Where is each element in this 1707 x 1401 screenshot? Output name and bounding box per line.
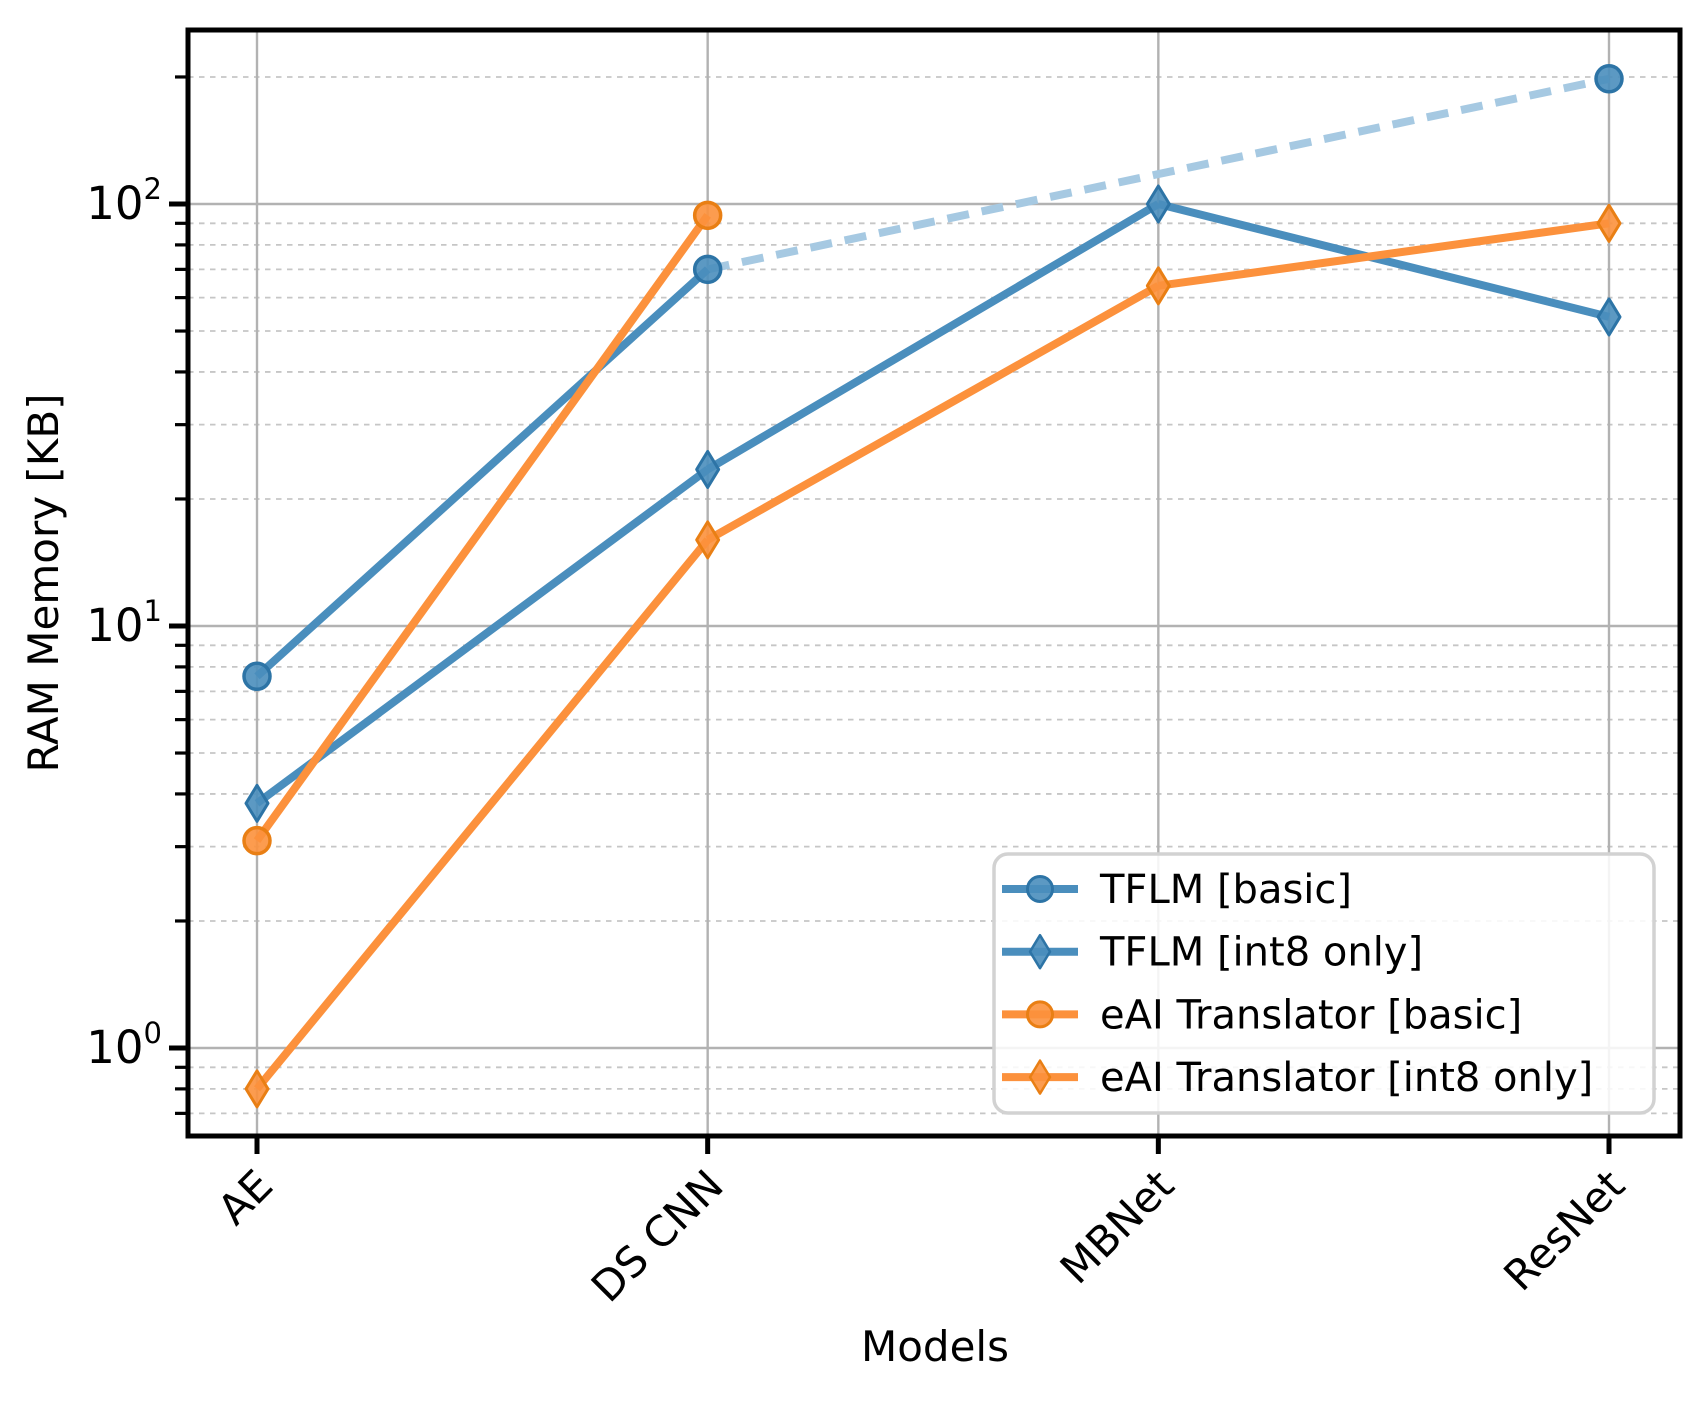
series-line-3 bbox=[253, 213, 711, 843]
series-line-1 bbox=[254, 266, 711, 680]
y-axis-label: RAM Memory [KB] bbox=[19, 393, 68, 772]
data-point-diamond-marker bbox=[1596, 203, 1622, 243]
legend-circle-marker bbox=[1026, 875, 1054, 903]
data-point-diamond-marker bbox=[244, 783, 270, 823]
series-line-4 bbox=[253, 219, 1610, 1092]
x-tick-label: AE bbox=[208, 1160, 282, 1234]
plot-border bbox=[185, 27, 1683, 1139]
x-tick-label: DS CNN bbox=[582, 1160, 733, 1311]
data-point-circle-marker bbox=[242, 661, 272, 692]
data-point-diamond-marker bbox=[695, 449, 721, 489]
legend-diamond-marker bbox=[1028, 933, 1052, 970]
data-point-diamond-marker bbox=[1145, 184, 1171, 224]
data-point-circle-marker bbox=[1594, 64, 1624, 94]
data-point-diamond-marker bbox=[695, 520, 721, 560]
legend-item: eAI Translator [int8 only] bbox=[1002, 1055, 1593, 1101]
legend-circle-marker bbox=[1026, 1000, 1054, 1029]
data-point-circle-marker bbox=[242, 825, 272, 856]
series-gap-dashed-line bbox=[706, 74, 1610, 274]
legend-item: TFLM [int8 only] bbox=[1002, 930, 1423, 976]
legend-label: TFLM [int8 only] bbox=[1099, 930, 1423, 976]
legend-item: TFLM [basic] bbox=[1002, 867, 1352, 913]
y-tick-label: 101 bbox=[86, 594, 162, 652]
legend: TFLM [basic] TFLM [int8 only] eAI Translat… bbox=[992, 852, 1656, 1115]
legend-label: eAI Translator [basic] bbox=[1100, 992, 1522, 1038]
data-point-circle-marker bbox=[692, 254, 723, 285]
data-point-diamond-marker bbox=[1145, 266, 1171, 306]
y-tick-label: 100 bbox=[86, 1016, 162, 1074]
legend-diamond-marker bbox=[1028, 1059, 1052, 1095]
data-point-diamond-marker bbox=[1596, 297, 1622, 337]
legend-item: eAI Translator [basic] bbox=[1002, 992, 1522, 1038]
series-line-2 bbox=[254, 200, 1610, 807]
legend-label: eAI Translator [int8 only] bbox=[1100, 1055, 1593, 1101]
data-point-circle-marker bbox=[692, 200, 723, 231]
x-axis-label: Models bbox=[861, 1322, 1009, 1371]
x-tick-label: ResNet bbox=[1494, 1160, 1634, 1300]
y-tick-label: 102 bbox=[86, 172, 162, 230]
data-point-diamond-marker bbox=[244, 1069, 270, 1109]
legend-box bbox=[992, 852, 1656, 1115]
legend-label: TFLM [basic] bbox=[1099, 867, 1352, 913]
x-tick-label: MBNet bbox=[1051, 1160, 1184, 1293]
